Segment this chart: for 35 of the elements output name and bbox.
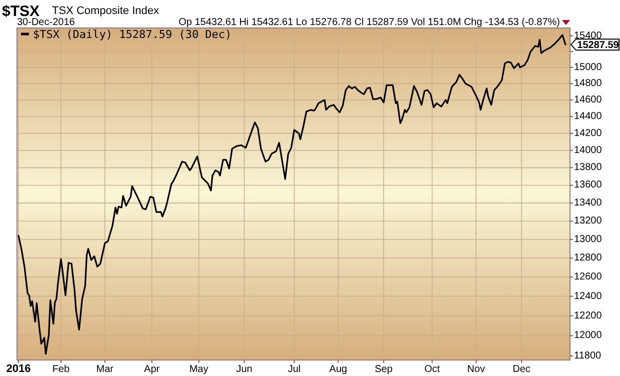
y-tick-label: 14000 (574, 144, 602, 156)
x-tick-label: Dec (512, 364, 530, 375)
x-tick-label: Sep (374, 364, 393, 375)
text: Op 15432.61 Hi 15432.61 Lo 15276.78 Cl 15287.59 Vol 151.0M Chg -134.53 (-0.87%) (178, 17, 560, 28)
y-tick-label: 14400 (574, 111, 602, 122)
y-tick-label: 15400 (574, 30, 602, 42)
x-tick-label: Oct (424, 364, 440, 375)
y-tick-label: 12600 (574, 272, 602, 283)
y-tick-label: 14600 (574, 94, 602, 106)
y-tick-label: 13000 (574, 234, 602, 245)
y-tick-label: 15000 (574, 62, 602, 73)
annotation: 15287.59 (577, 40, 620, 52)
y-tick-label: 12400 (574, 290, 602, 302)
x-tick-label: Feb (52, 364, 70, 375)
y-tick-label: 13400 (574, 198, 602, 209)
y-tick-label: 14200 (574, 128, 602, 139)
x-tick-label: Aug (329, 364, 348, 375)
legend-label: $TSX (Daily) 15287.59 (30 Dec) (33, 28, 232, 41)
x-tick-label: Nov (467, 364, 485, 375)
y-tick-label: 13200 (574, 216, 602, 227)
y-tick-label: 13600 (574, 180, 602, 191)
y-tick-label: 12200 (574, 310, 602, 322)
y-tick-label: 13800 (574, 162, 602, 174)
x-tick-label: Jul (288, 364, 301, 375)
x-tick-label: Apr (144, 364, 160, 375)
text: 30-Dec-2016 (17, 17, 76, 28)
chart-subtitle: TSX Composite Index (52, 5, 160, 17)
x-tick-label: Mar (96, 364, 114, 375)
y-tick-label: 11800 (574, 350, 602, 362)
y-tick-label: 12000 (574, 330, 602, 342)
x-tick-label: Jun (236, 364, 252, 375)
x-tick-label: May (189, 364, 208, 375)
x-tick-label: 2016 (6, 363, 31, 375)
y-tick-label: 14800 (574, 78, 602, 90)
y-tick-label: 12800 (574, 252, 602, 264)
